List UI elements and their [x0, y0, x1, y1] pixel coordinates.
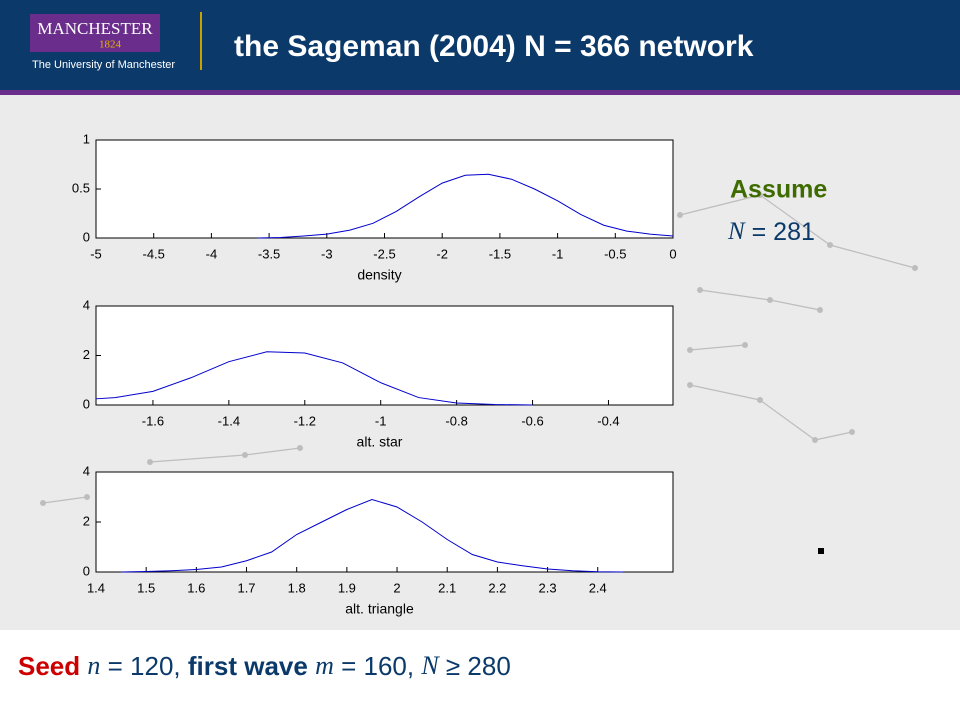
footer-part: = 120, [108, 651, 181, 681]
x-tick-label: 1.7 [237, 580, 255, 595]
x-tick-label: -1.6 [142, 413, 164, 428]
logo-year: 1824 [99, 39, 122, 51]
x-tick-label: -1 [552, 246, 564, 261]
x-tick-label: -1 [375, 413, 387, 428]
x-tick-label: -0.5 [604, 246, 626, 261]
assume-equals: = 281 [752, 218, 815, 246]
y-tick-label: 0 [83, 396, 90, 411]
slide-title: the Sageman (2004) N = 366 network [234, 30, 754, 63]
plot-area [95, 305, 674, 406]
x-tick-label: 0 [669, 246, 676, 261]
y-tick-label: 2 [83, 347, 90, 362]
y-tick-label: 1 [83, 131, 90, 146]
x-tick-label: -4.5 [142, 246, 164, 261]
x-tick-label: -5 [90, 246, 102, 261]
x-axis-label: density [357, 267, 401, 283]
assume-value: N = 281 [727, 218, 815, 246]
x-tick-label: -4 [206, 246, 218, 261]
x-tick-label: -2 [436, 246, 448, 261]
plot-area [95, 139, 674, 239]
footer-part: m [315, 651, 334, 680]
footer-part: first wave [188, 651, 308, 681]
x-tick-label: 2 [393, 580, 400, 595]
x-tick-label: 2.3 [539, 580, 557, 595]
x-tick-label: 1.8 [288, 580, 306, 595]
x-tick-label: 1.9 [338, 580, 356, 595]
footer-part: n [87, 651, 100, 680]
y-tick-label: 4 [83, 463, 90, 478]
header-stripe [0, 90, 960, 95]
y-tick-label: 0 [83, 229, 90, 244]
x-tick-label: 2.2 [488, 580, 506, 595]
x-tick-label: 1.5 [137, 580, 155, 595]
density-line [95, 351, 533, 406]
x-tick-label: -1.5 [489, 246, 511, 261]
footer-part: = 160, [341, 651, 414, 681]
footer-text: Seed n = 120, first wave m = 160, N ≥ 28… [18, 651, 511, 681]
y-tick-label: 0.5 [72, 180, 90, 195]
x-tick-label: 1.4 [87, 580, 105, 595]
assume-variable: N [727, 218, 746, 245]
logo-box [30, 14, 160, 52]
footer-part: N [420, 651, 440, 680]
x-tick-label: -0.4 [597, 413, 619, 428]
x-tick-label: 1.6 [187, 580, 205, 595]
footer-part: ≥ 280 [446, 651, 511, 681]
assume-title: Assume [730, 176, 827, 204]
plot-area [95, 471, 674, 573]
charts: 0 0.5 1 -5 -4.5 -4 -3.5 -3 -2.5 -2 -1.5 -1 -0.5 0 dens… [72, 131, 677, 616]
y-tick-label: 2 [83, 513, 90, 528]
footer-part: Seed [18, 651, 80, 681]
network-decoration [40, 192, 918, 554]
x-tick-label: -0.8 [445, 413, 467, 428]
x-tick-label: -3 [321, 246, 333, 261]
x-tick-label: 2.1 [438, 580, 456, 595]
x-tick-label: -1.2 [294, 413, 316, 428]
x-tick-label: -0.6 [521, 413, 543, 428]
density-line [121, 498, 623, 573]
y-tick-label: 4 [83, 297, 90, 312]
x-axis-label: alt. triangle [345, 601, 414, 617]
x-tick-label: -3.5 [258, 246, 280, 261]
x-tick-label: -2.5 [373, 246, 395, 261]
x-tick-label: -1.4 [218, 413, 240, 428]
x-tick-label: 2.4 [589, 580, 607, 595]
logo-name: MANCHESTER [37, 19, 153, 38]
x-axis-label: alt. star [357, 434, 403, 450]
density-line [257, 173, 674, 239]
logo-subtitle: The University of Manchester [32, 59, 175, 71]
y-tick-label: 0 [83, 563, 90, 578]
